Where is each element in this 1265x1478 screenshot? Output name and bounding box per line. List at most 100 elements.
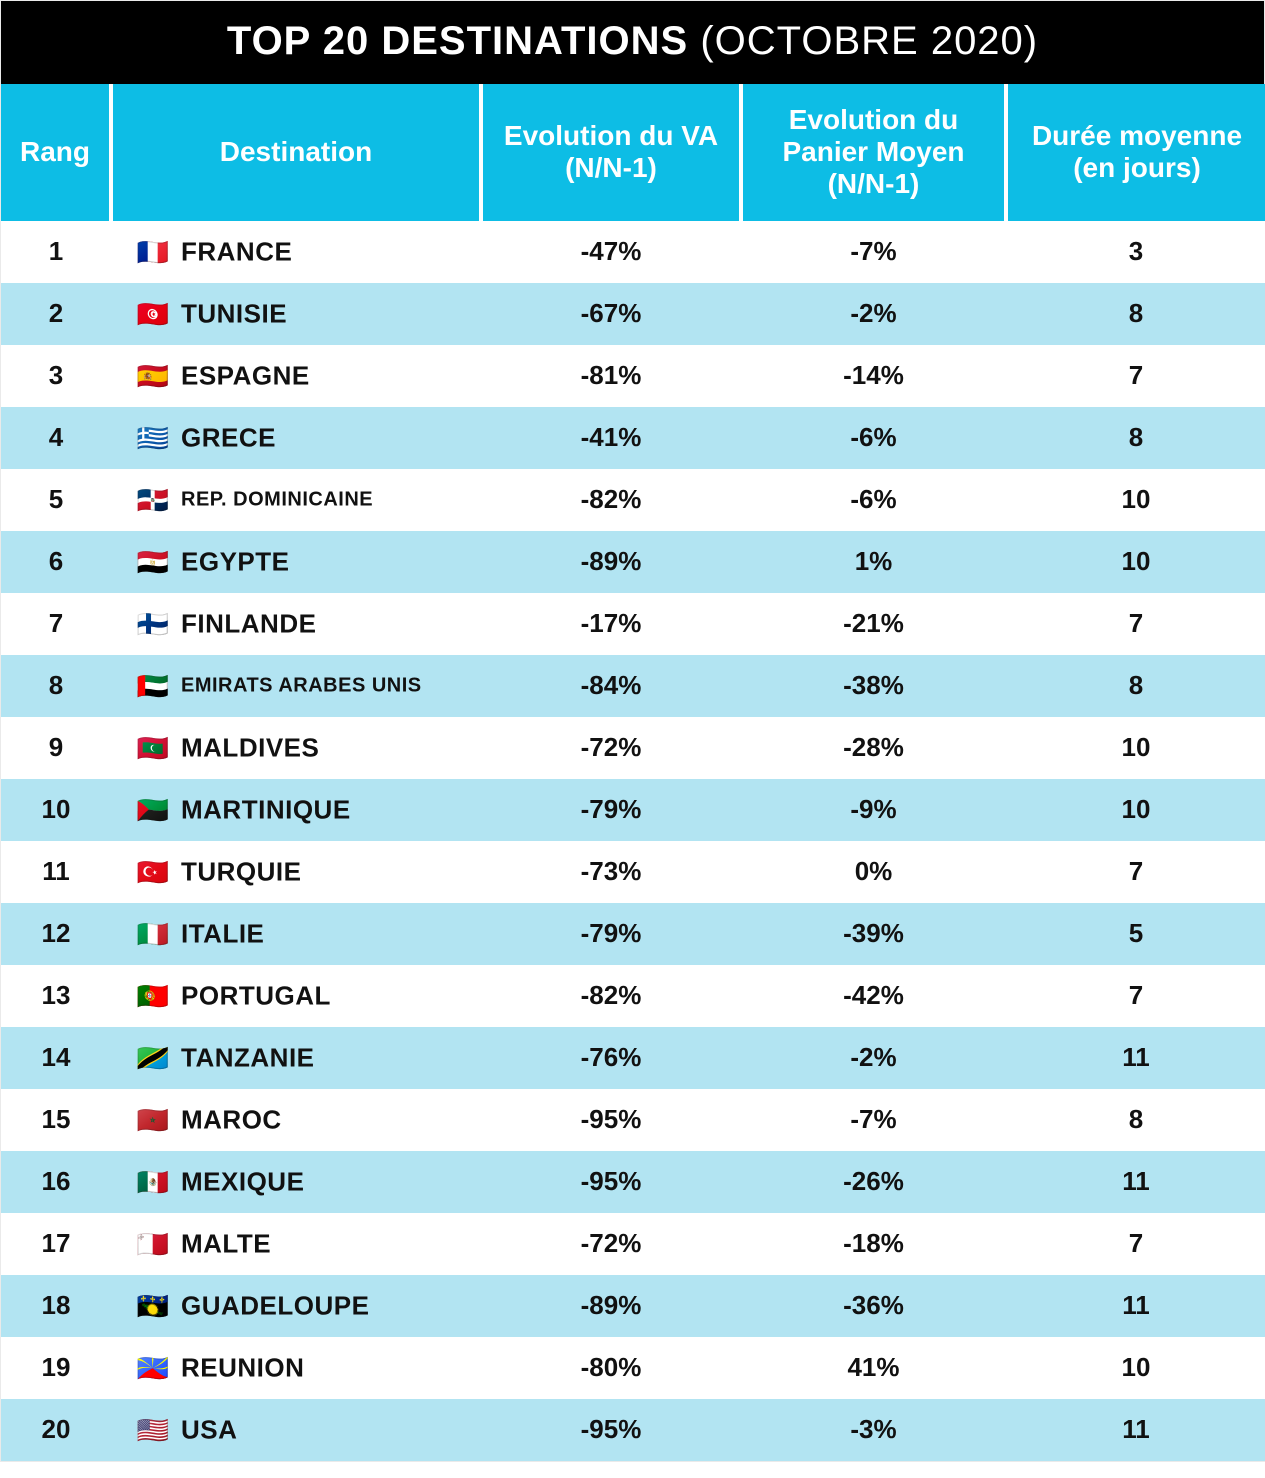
- table-row: 18🇬🇵GUADELOUPE-89%-36%11: [1, 1275, 1265, 1337]
- table-row: 20🇺🇸USA-95%-3%11: [1, 1399, 1265, 1461]
- cell-va: -80%: [481, 1337, 741, 1399]
- table-row: 6🇪🇬EGYPTE-89%1%10: [1, 531, 1265, 593]
- cell-rank: 7: [1, 593, 111, 655]
- flag-icon: 🇲🇦: [131, 1105, 175, 1136]
- cell-rank: 4: [1, 407, 111, 469]
- table-row: 1🇫🇷FRANCE-47%-7%3: [1, 221, 1265, 283]
- flag-icon: 🇩🇴: [131, 485, 175, 516]
- flag-icon: 🇪🇬: [131, 547, 175, 578]
- cell-va: -47%: [481, 221, 741, 283]
- destination-name: REP. DOMINICAINE: [181, 489, 373, 511]
- cell-duree: 11: [1006, 1275, 1265, 1337]
- cell-rank: 16: [1, 1151, 111, 1213]
- cell-panier: -6%: [741, 407, 1006, 469]
- destination-name: MALTE: [181, 1229, 271, 1259]
- destinations-table: Rang Destination Evolution du VA (N/N-1)…: [1, 84, 1265, 1461]
- cell-destination: 🇦🇪EMIRATS ARABES UNIS: [111, 655, 481, 717]
- cell-panier: -38%: [741, 655, 1006, 717]
- cell-panier: 0%: [741, 841, 1006, 903]
- table-row: 5🇩🇴REP. DOMINICAINE-82%-6%10: [1, 469, 1265, 531]
- table-row: 9🇲🇻MALDIVES-72%-28%10: [1, 717, 1265, 779]
- cell-rank: 10: [1, 779, 111, 841]
- cell-va: -82%: [481, 965, 741, 1027]
- flag-icon: 🇬🇵: [131, 1291, 175, 1322]
- destination-name: MALDIVES: [181, 733, 319, 763]
- destinations-table-container: TOP 20 DESTINATIONS (OCTOBRE 2020) Rang …: [0, 0, 1265, 1462]
- cell-destination: 🇲🇹MALTE: [111, 1213, 481, 1275]
- cell-rank: 17: [1, 1213, 111, 1275]
- cell-destination: 🇹🇳TUNISIE: [111, 283, 481, 345]
- cell-duree: 10: [1006, 469, 1265, 531]
- cell-duree: 8: [1006, 283, 1265, 345]
- flag-icon: 🇫🇮: [131, 609, 175, 640]
- cell-rank: 18: [1, 1275, 111, 1337]
- table-row: 2🇹🇳TUNISIE-67%-2%8: [1, 283, 1265, 345]
- destination-name: TUNISIE: [181, 299, 287, 329]
- table-row: 10🇲🇶MARTINIQUE-79%-9%10: [1, 779, 1265, 841]
- cell-destination: 🇬🇷GRECE: [111, 407, 481, 469]
- flag-icon: 🇹🇳: [131, 299, 175, 330]
- col-header-va: Evolution du VA (N/N-1): [481, 84, 741, 221]
- cell-va: -89%: [481, 1275, 741, 1337]
- cell-destination: 🇮🇹ITALIE: [111, 903, 481, 965]
- table-row: 4🇬🇷GRECE-41%-6%8: [1, 407, 1265, 469]
- table-row: 16🇲🇽MEXIQUE-95%-26%11: [1, 1151, 1265, 1213]
- cell-destination: 🇷🇪REUNION: [111, 1337, 481, 1399]
- cell-va: -89%: [481, 531, 741, 593]
- table-body: 1🇫🇷FRANCE-47%-7%32🇹🇳TUNISIE-67%-2%83🇪🇸ES…: [1, 221, 1265, 1461]
- cell-duree: 10: [1006, 531, 1265, 593]
- destination-name: MAROC: [181, 1105, 282, 1135]
- cell-destination: 🇲🇶MARTINIQUE: [111, 779, 481, 841]
- cell-destination: 🇪🇸ESPAGNE: [111, 345, 481, 407]
- cell-va: -79%: [481, 903, 741, 965]
- table-row: 13🇵🇹PORTUGAL-82%-42%7: [1, 965, 1265, 1027]
- cell-duree: 11: [1006, 1399, 1265, 1461]
- table-row: 7🇫🇮FINLANDE-17%-21%7: [1, 593, 1265, 655]
- cell-va: -72%: [481, 1213, 741, 1275]
- cell-duree: 10: [1006, 717, 1265, 779]
- table-row: 14🇹🇿TANZANIE-76%-2%11: [1, 1027, 1265, 1089]
- destination-name: REUNION: [181, 1353, 304, 1383]
- cell-va: -67%: [481, 283, 741, 345]
- cell-rank: 3: [1, 345, 111, 407]
- flag-icon: 🇷🇪: [131, 1353, 175, 1384]
- cell-duree: 10: [1006, 779, 1265, 841]
- flag-icon: 🇬🇷: [131, 423, 175, 454]
- cell-destination: 🇬🇵GUADELOUPE: [111, 1275, 481, 1337]
- table-row: 3🇪🇸ESPAGNE-81%-14%7: [1, 345, 1265, 407]
- cell-rank: 1: [1, 221, 111, 283]
- cell-rank: 8: [1, 655, 111, 717]
- col-header-duree: Durée moyenne (en jours): [1006, 84, 1265, 221]
- destination-name: GUADELOUPE: [181, 1291, 369, 1321]
- cell-panier: -7%: [741, 221, 1006, 283]
- cell-va: -17%: [481, 593, 741, 655]
- flag-icon: 🇵🇹: [131, 981, 175, 1012]
- cell-panier: -21%: [741, 593, 1006, 655]
- destination-name: MARTINIQUE: [181, 795, 351, 825]
- cell-duree: 7: [1006, 841, 1265, 903]
- col-header-panier: Evolution du Panier Moyen (N/N-1): [741, 84, 1006, 221]
- flag-icon: 🇲🇽: [131, 1167, 175, 1198]
- col-header-rank: Rang: [1, 84, 111, 221]
- cell-panier: -3%: [741, 1399, 1006, 1461]
- cell-destination: 🇫🇷FRANCE: [111, 221, 481, 283]
- table-row: 8🇦🇪EMIRATS ARABES UNIS-84%-38%8: [1, 655, 1265, 717]
- flag-icon: 🇦🇪: [131, 671, 175, 702]
- destination-name: EGYPTE: [181, 547, 289, 577]
- cell-panier: -42%: [741, 965, 1006, 1027]
- destination-name: ITALIE: [181, 919, 264, 949]
- cell-duree: 8: [1006, 1089, 1265, 1151]
- destination-name: ESPAGNE: [181, 361, 310, 391]
- destination-name: FRANCE: [181, 237, 292, 267]
- table-title: TOP 20 DESTINATIONS (OCTOBRE 2020): [1, 1, 1264, 84]
- cell-duree: 7: [1006, 345, 1265, 407]
- cell-va: -79%: [481, 779, 741, 841]
- cell-rank: 11: [1, 841, 111, 903]
- cell-panier: -2%: [741, 283, 1006, 345]
- cell-panier: -6%: [741, 469, 1006, 531]
- cell-panier: 41%: [741, 1337, 1006, 1399]
- flag-icon: 🇺🇸: [131, 1415, 175, 1446]
- cell-va: -95%: [481, 1399, 741, 1461]
- cell-duree: 8: [1006, 655, 1265, 717]
- cell-panier: -39%: [741, 903, 1006, 965]
